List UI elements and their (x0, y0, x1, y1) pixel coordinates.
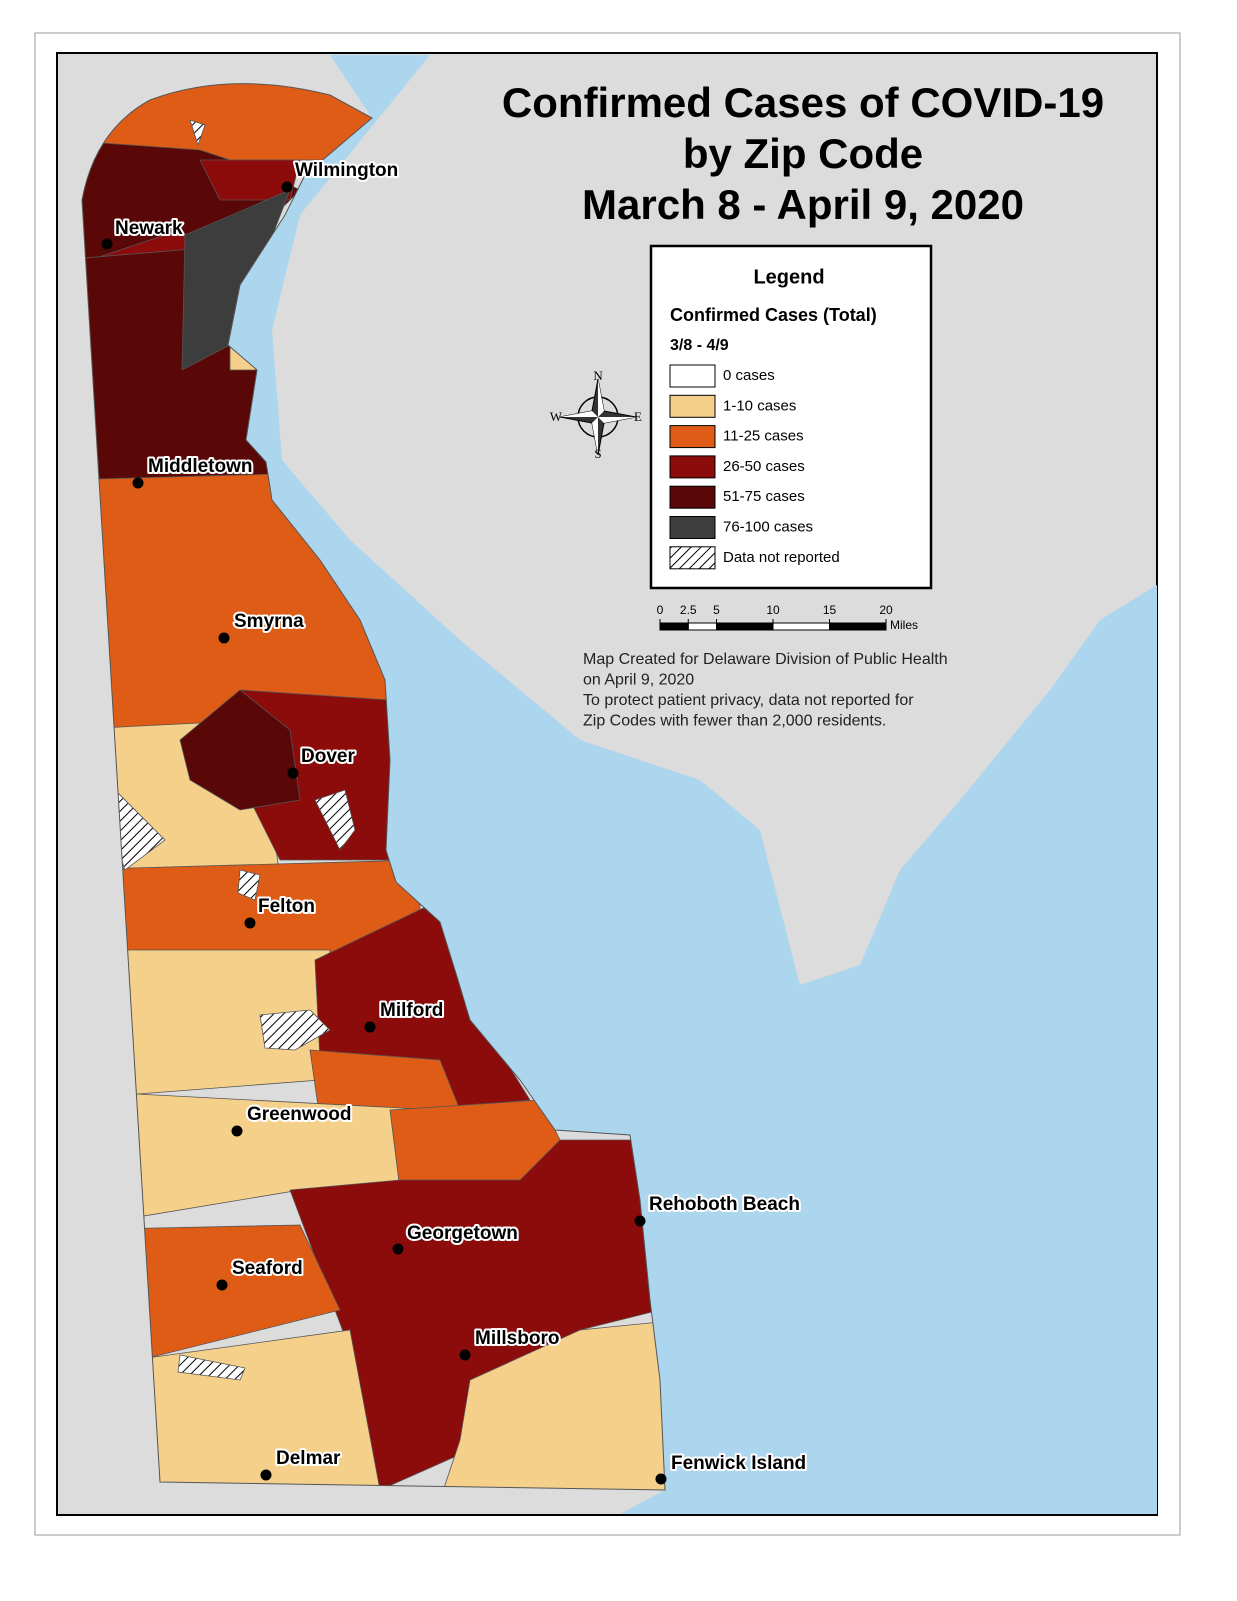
city-label: Smyrna (234, 611, 304, 632)
city-label: Felton (258, 896, 315, 917)
city-dot (655, 1473, 667, 1485)
legend: Legend Confirmed Cases (Total) 3/8 - 4/9… (649, 244, 933, 590)
legend-swatch (669, 455, 716, 479)
legend-subtitle: Confirmed Cases (Total) (670, 305, 877, 325)
note-line: Map Created for Delaware Division of Pub… (583, 651, 948, 668)
city-dot (101, 238, 113, 250)
scale-segment (659, 622, 689, 631)
city-label: Georgetown (407, 1223, 518, 1244)
city-label: Newark (115, 218, 183, 239)
city-label: Fenwick Island (671, 1453, 806, 1474)
note-line: To protect patient privacy, data not rep… (583, 692, 914, 709)
scale-segment (687, 622, 717, 631)
water (228, 55, 1157, 1514)
scale-segment (829, 622, 887, 631)
compass-n: N (593, 368, 603, 383)
zip-region (179, 689, 301, 811)
city-label: Middletown (148, 456, 252, 477)
zip-region (439, 1319, 665, 1491)
scale-label: 5 (713, 603, 720, 617)
city-dot (364, 1021, 376, 1033)
legend-swatch (669, 364, 716, 388)
city-dot (218, 632, 230, 644)
note-line: Zip Codes with fewer than 2,000 resident… (583, 713, 886, 730)
scale-label: 2.5 (680, 603, 697, 617)
compass-s: S (594, 446, 601, 461)
compass-e: E (634, 409, 642, 424)
title-line: Confirmed Cases of COVID-19 (502, 79, 1104, 126)
state-outline (81, 83, 666, 1491)
scale-unit: Miles (890, 618, 918, 632)
legend-swatch (669, 394, 716, 418)
zip-region (199, 159, 301, 201)
city-label: Rehoboth Beach (649, 1194, 800, 1215)
city-dot (260, 1469, 272, 1481)
city-label: Dover (301, 746, 355, 767)
city-dot (392, 1243, 404, 1255)
zip-region (259, 1009, 331, 1051)
title-line: by Zip Code (683, 130, 923, 177)
scale-segment (716, 622, 774, 631)
notes: Map Created for Delaware Division of Pub… (583, 651, 948, 730)
zip-region (189, 119, 206, 147)
scale-label: 0 (657, 603, 664, 617)
legend-label: 1-10 cases (723, 397, 796, 414)
city-dot (287, 767, 299, 779)
scale-label: 10 (766, 603, 780, 617)
legend-label: 76-100 cases (723, 518, 813, 535)
legend-label: 51-75 cases (723, 488, 805, 505)
city-label: Delmar (276, 1448, 341, 1469)
legend-label: Data not reported (723, 549, 840, 566)
note-line: on April 9, 2020 (583, 672, 694, 689)
city-dot (634, 1215, 646, 1227)
city-dot (216, 1279, 228, 1291)
city-dot (231, 1125, 243, 1137)
legend-swatch (669, 546, 716, 570)
city-label: Wilmington (295, 160, 398, 181)
legend-period: 3/8 - 4/9 (670, 337, 729, 354)
scale-segment (772, 622, 830, 631)
cities: Wilmington Newark Middletown Smyrna Dover Fel… (101, 158, 808, 1485)
legend-swatch (669, 425, 716, 449)
zip-region (177, 1354, 246, 1381)
zip-region (314, 789, 356, 851)
city-label: Milford (380, 1000, 443, 1021)
legend-label: 11-25 cases (723, 428, 804, 445)
city-dot (132, 477, 144, 489)
zip-region (237, 869, 261, 901)
scale-label: 15 (823, 603, 837, 617)
city-dot (459, 1349, 471, 1361)
title-line: March 8 - April 9, 2020 (582, 181, 1024, 228)
city-dot (281, 181, 293, 193)
city-label: Millsboro (475, 1328, 559, 1349)
legend-swatch (669, 516, 716, 539)
city-label: Greenwood (247, 1104, 352, 1125)
city-dot (244, 917, 256, 929)
legend-label: 0 cases (723, 367, 775, 384)
compass-w: W (550, 409, 563, 424)
legend-title: Legend (753, 266, 824, 288)
city-label: Seaford (232, 1258, 303, 1279)
scale-label: 20 (879, 603, 893, 617)
legend-swatch (669, 485, 716, 509)
compass-rose: N S E W (550, 368, 642, 461)
legend-label: 26-50 cases (723, 458, 805, 475)
